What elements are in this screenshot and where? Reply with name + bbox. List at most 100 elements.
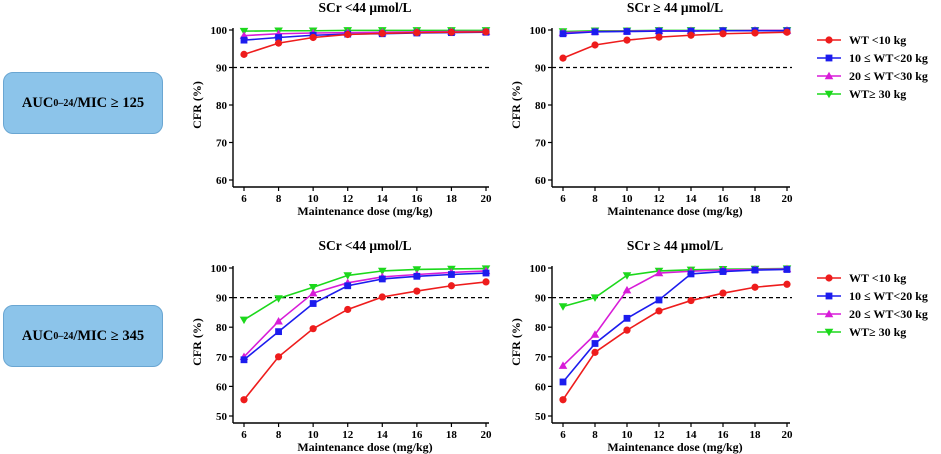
badge-suffix: /MIC ≥ 345 <box>73 327 145 344</box>
chart-top-right: 60 70 80 90 100 6 8 10 12 14 16 18 20 SCr ≥ 44 μmol/L… <box>509 0 928 218</box>
data-point <box>751 266 759 274</box>
x-tick-label: 6 <box>560 429 566 441</box>
data-point <box>591 28 599 36</box>
data-point <box>687 270 695 278</box>
series-line <box>243 272 487 361</box>
y-tick-label: 70 <box>535 138 547 150</box>
auc-mic-345-label: AUC 0–24/MIC ≥ 345 <box>3 305 163 367</box>
x-tick-label: 12 <box>342 429 354 441</box>
series-line <box>243 31 487 56</box>
y-tick-label: 60 <box>216 381 228 393</box>
data-point <box>558 303 568 311</box>
data-point <box>623 28 631 35</box>
data-point <box>412 266 422 274</box>
data-point <box>240 36 248 44</box>
data-point <box>482 269 490 277</box>
data-point <box>687 27 695 35</box>
series-line <box>243 281 487 401</box>
y-axis-label: CFR (%) <box>190 81 204 129</box>
legend: WT <10 kg 10 ≤ WT<20 kg 20 ≤ WT<30 kg WT≥ 3… <box>817 33 928 101</box>
data-point <box>448 271 455 278</box>
data-point <box>274 353 283 361</box>
data-point <box>622 285 632 294</box>
data-point <box>308 288 318 297</box>
x-tick-label: 16 <box>411 193 423 205</box>
y-tick-label: 100 <box>530 25 547 37</box>
data-point <box>239 316 249 325</box>
y-tick-label: 90 <box>216 63 228 75</box>
badge-subscript: 0–24 <box>53 97 74 109</box>
y-tick-label: 50 <box>216 411 228 423</box>
y-tick-label: 70 <box>216 138 228 150</box>
data-point <box>344 305 352 314</box>
data-point <box>344 282 352 290</box>
y-tick-label: 80 <box>216 322 228 334</box>
data-point <box>719 30 727 38</box>
x-tick-label: 20 <box>782 193 794 205</box>
y-tick-label: 70 <box>216 352 228 364</box>
data-point <box>343 272 353 280</box>
badge-prefix: AUC <box>21 94 54 111</box>
data-point <box>591 340 599 347</box>
x-axis-label: Maintenance dose (mg/kg) <box>607 204 742 218</box>
data-point <box>413 29 421 37</box>
x-tick-label: 6 <box>560 193 566 205</box>
y-tick-label: 90 <box>535 63 547 75</box>
data-point <box>783 266 791 273</box>
data-point <box>719 289 727 297</box>
x-tick-label: 14 <box>377 429 389 441</box>
data-point <box>413 287 421 295</box>
legend-marker <box>825 54 833 62</box>
data-point <box>274 295 283 303</box>
data-point <box>687 31 695 39</box>
series-line <box>562 283 788 401</box>
x-tick-label: 12 <box>654 429 666 441</box>
data-point <box>275 34 282 41</box>
y-tick-label: 80 <box>216 100 228 112</box>
chart-title: SCr ≥ 44 μmol/L <box>627 238 723 253</box>
y-tick-label: 100 <box>530 263 547 275</box>
data-point <box>591 41 599 49</box>
series-line <box>243 29 486 32</box>
chart-bottom-left: 50 60 70 80 90 100 6 8 10 12 14 16 18 20 SCr <44 μmol/… <box>190 238 492 454</box>
data-point <box>559 378 567 386</box>
data-point <box>240 396 248 404</box>
data-point <box>654 268 664 277</box>
data-point <box>783 28 791 36</box>
y-tick-label: 60 <box>216 175 228 187</box>
series-line <box>562 29 787 35</box>
data-point <box>623 314 631 322</box>
x-tick-label: 18 <box>750 429 762 441</box>
data-point <box>783 280 791 288</box>
data-point <box>378 293 386 301</box>
legend-label: 20 ≤ WT<30 kg <box>849 307 928 321</box>
data-point <box>655 307 663 315</box>
legend-label: WT <10 kg <box>849 33 906 47</box>
x-tick-label: 14 <box>686 429 698 441</box>
data-point <box>482 278 490 286</box>
x-tick-label: 6 <box>241 429 247 441</box>
x-tick-label: 18 <box>446 193 458 205</box>
data-point <box>655 27 663 35</box>
legend-label: 10 ≤ WT<20 kg <box>849 51 928 65</box>
legend-marker <box>825 292 833 300</box>
x-tick-label: 18 <box>750 193 762 205</box>
data-point <box>413 272 421 280</box>
y-tick-label: 80 <box>535 322 547 334</box>
x-tick-label: 14 <box>377 193 389 205</box>
legend: WT <10 kg 10 ≤ WT<20 kg 20 ≤ WT<30 kg WT≥ 3… <box>817 271 928 339</box>
data-point <box>623 36 631 44</box>
x-axis-label: Maintenance dose (mg/kg) <box>297 440 432 454</box>
y-axis-label: CFR (%) <box>509 318 523 366</box>
x-tick-label: 16 <box>718 193 730 205</box>
data-point <box>274 316 283 325</box>
data-point <box>590 330 600 338</box>
series-line <box>243 270 487 358</box>
legend-marker <box>825 36 833 44</box>
series-line <box>243 267 487 321</box>
legend-marker <box>824 71 834 80</box>
auc-mic-125-label: AUC 0–24/MIC ≥ 125 <box>3 72 163 134</box>
y-tick-label: 60 <box>535 381 547 393</box>
data-point <box>558 361 568 369</box>
x-tick-label: 10 <box>622 429 634 441</box>
